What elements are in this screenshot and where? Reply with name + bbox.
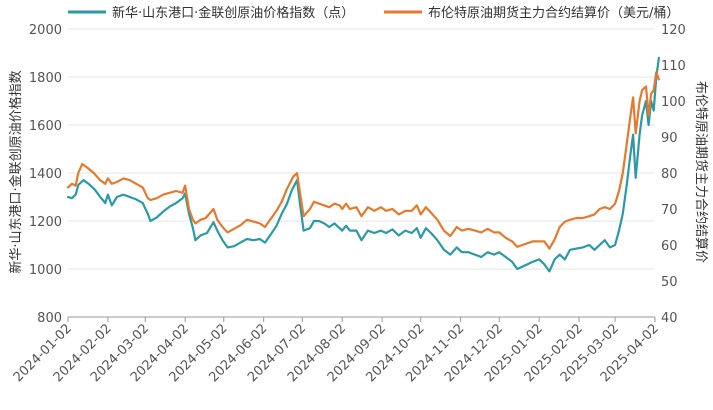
- legend-label-brent: 布伦特原油期货主力合约结算价（美元/桶）: [428, 5, 679, 21]
- right-y-tick-label: 110: [661, 59, 686, 74]
- left-y-tick-label: 2000: [29, 23, 62, 38]
- left-y-tick-label: 1600: [29, 119, 62, 134]
- right-y-tick-label: 120: [661, 23, 686, 38]
- legend-label-index: 新华·山东港口·金联创原油价格指数（点）: [112, 5, 354, 21]
- left-y-tick-label: 1200: [29, 215, 62, 230]
- right-y-axis-title: 布伦特原油期货主力合约结算价: [693, 81, 709, 263]
- left-y-axis-ticks: 800 1000 1200 1400 1600 1800 2000: [29, 23, 62, 326]
- right-y-tick-label: 100: [661, 95, 686, 110]
- left-y-tick-label: 800: [37, 311, 62, 326]
- left-y-axis-title: 新华·山东港口·金联创原油价格指数: [8, 70, 24, 273]
- x-axis-ticks: 2024-01-022024-02-022024-03-022024-04-02…: [11, 317, 662, 385]
- right-y-tick-label: 90: [661, 131, 678, 146]
- grid-lines: [68, 28, 655, 318]
- right-y-axis-ticks: 40 50 60 70 80 90 100 110 120: [661, 23, 686, 326]
- left-y-tick-label: 1800: [29, 71, 62, 86]
- right-y-tick-label: 50: [661, 275, 678, 290]
- right-y-tick-label: 60: [661, 239, 678, 254]
- left-y-tick-label: 1400: [29, 167, 62, 182]
- right-y-tick-label: 40: [661, 311, 678, 326]
- right-y-tick-label: 70: [661, 203, 678, 218]
- series-line-index: [66, 56, 661, 273]
- left-y-tick-label: 1000: [29, 263, 62, 278]
- series-lines: [66, 56, 661, 273]
- series-line-brent: [66, 71, 661, 250]
- right-y-tick-label: 80: [661, 167, 678, 182]
- legend: 新华·山东港口·金联创原油价格指数（点） 布伦特原油期货主力合约结算价（美元/桶…: [68, 5, 679, 21]
